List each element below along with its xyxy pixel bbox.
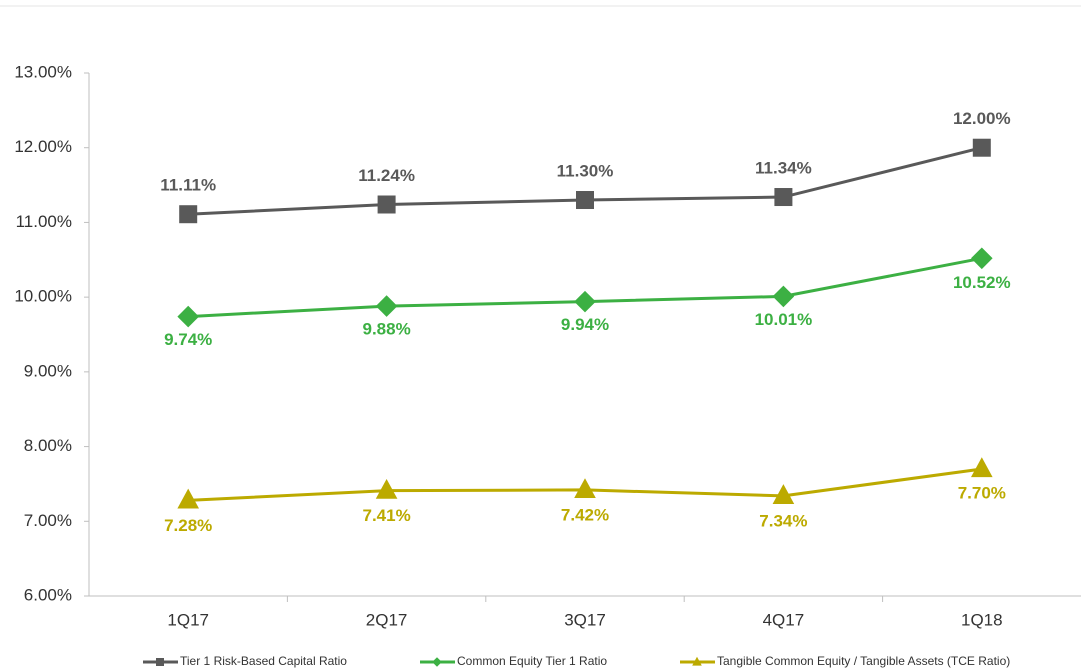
legend-label: Tier 1 Risk-Based Capital Ratio — [180, 654, 347, 668]
marker — [156, 658, 164, 666]
y-tick-label: 9.00% — [24, 361, 72, 380]
marker — [692, 656, 702, 666]
x-tick-label: 1Q17 — [167, 610, 209, 629]
marker — [972, 138, 991, 157]
marker — [432, 657, 442, 667]
value-label: 9.74% — [164, 330, 212, 349]
value-label: 9.88% — [362, 320, 410, 339]
value-label: 10.01% — [755, 310, 813, 329]
legend-label: Tangible Common Equity / Tangible Assets… — [717, 654, 1010, 668]
y-tick-label: 10.00% — [14, 287, 72, 306]
marker — [179, 205, 198, 224]
y-tick-label: 12.00% — [14, 137, 72, 156]
y-tick-label: 7.00% — [24, 511, 72, 530]
marker — [772, 484, 795, 504]
value-label: 7.28% — [164, 516, 212, 535]
marker — [177, 488, 199, 509]
x-tick-label: 4Q17 — [763, 610, 805, 629]
x-tick-label: 2Q17 — [366, 610, 408, 629]
marker — [177, 305, 199, 328]
value-label: 7.42% — [561, 505, 609, 524]
marker — [576, 191, 594, 210]
y-tick-label: 6.00% — [24, 585, 72, 604]
value-label: 7.70% — [958, 483, 1006, 502]
value-label: 9.94% — [561, 315, 609, 334]
x-tick-label: 1Q18 — [961, 610, 1003, 629]
marker — [375, 478, 398, 499]
y-tick-label: 11.00% — [16, 212, 72, 231]
value-label: 10.52% — [953, 273, 1011, 292]
x-tick-label: 3Q17 — [564, 610, 606, 629]
marker — [574, 478, 596, 499]
marker — [971, 247, 993, 270]
value-label: 11.34% — [755, 159, 812, 178]
y-tick-label: 8.00% — [24, 436, 72, 455]
marker — [574, 290, 596, 313]
marker — [375, 295, 398, 317]
value-label: 7.41% — [362, 506, 410, 525]
marker — [774, 188, 793, 207]
value-label: 11.24% — [358, 166, 415, 185]
marker — [772, 285, 795, 308]
value-label: 7.34% — [759, 511, 807, 530]
value-label: 11.30% — [557, 161, 614, 180]
marker — [377, 195, 396, 214]
value-label: 11.11% — [160, 176, 216, 195]
y-tick-label: 13.00% — [14, 62, 72, 81]
legend-label: Common Equity Tier 1 Ratio — [457, 654, 607, 668]
value-label: 12.00% — [953, 109, 1011, 128]
marker — [971, 457, 993, 478]
